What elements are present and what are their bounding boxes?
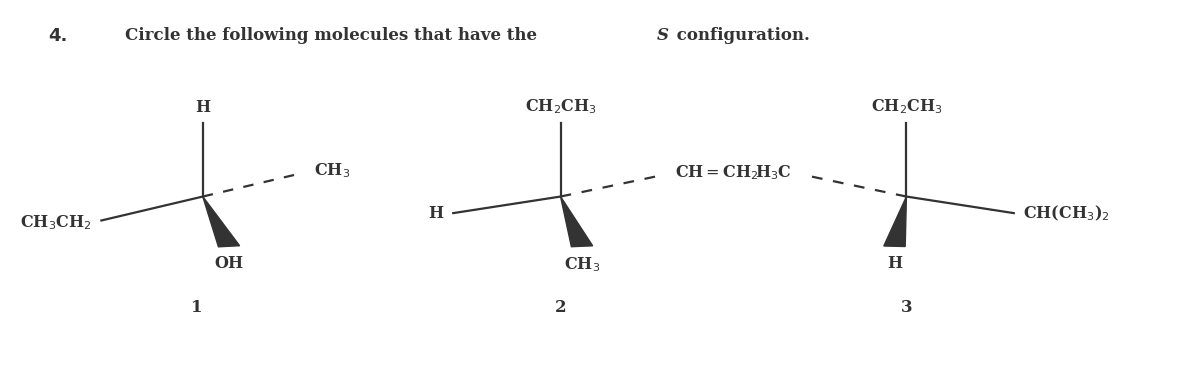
Text: 3: 3	[901, 299, 912, 315]
Text: H: H	[196, 99, 210, 115]
Text: CH$_3$: CH$_3$	[564, 256, 600, 274]
Polygon shape	[883, 197, 906, 246]
Text: Circle the following molecules that have the: Circle the following molecules that have…	[125, 27, 544, 44]
Text: 2: 2	[554, 299, 566, 315]
Text: CH$_2$CH$_3$: CH$_2$CH$_3$	[870, 97, 942, 115]
Text: CH$_2$CH$_3$: CH$_2$CH$_3$	[524, 97, 596, 115]
Text: CH(CH$_3$)$_2$: CH(CH$_3$)$_2$	[1024, 203, 1110, 223]
Text: 1: 1	[191, 299, 203, 315]
Polygon shape	[203, 197, 240, 247]
Text: H: H	[887, 256, 902, 272]
Text: CH$_3$CH$_2$: CH$_3$CH$_2$	[20, 213, 92, 232]
Text: configuration.: configuration.	[672, 27, 810, 44]
Text: H$_3$C: H$_3$C	[755, 163, 792, 182]
Polygon shape	[560, 197, 593, 247]
Text: 4.: 4.	[48, 27, 67, 45]
Text: CH$=$CH$_2$: CH$=$CH$_2$	[676, 163, 758, 182]
Text: S: S	[658, 27, 670, 44]
Text: H: H	[428, 205, 444, 221]
Text: OH: OH	[215, 256, 244, 272]
Text: CH$_3$: CH$_3$	[313, 161, 350, 180]
